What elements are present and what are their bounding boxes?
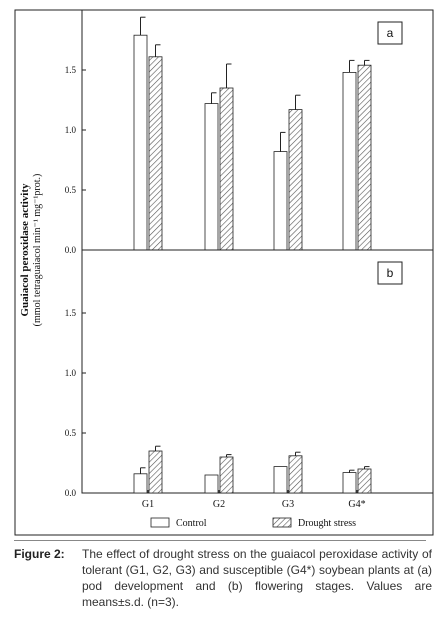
panel-a-y-ticks: 0.0 0.5 1.0 1.5: [65, 65, 86, 255]
legend-swatch-control: [150, 517, 170, 528]
bar-control-g2: [204, 103, 219, 251]
x-category-label: G1: [142, 499, 154, 510]
panel-a-bars: [133, 16, 372, 251]
bar-control-g4star: [342, 472, 357, 494]
y-axis-label-line1: Guaiacol peroxidase activity: [19, 183, 31, 317]
bar-drought-g1: [148, 450, 163, 494]
bar-drought-g1: [148, 56, 163, 251]
legend-swatch-drought: [272, 517, 292, 528]
panel-b-label-box: [377, 261, 403, 285]
panel-b-bars: [133, 445, 372, 494]
bar-drought-g4star: [357, 64, 372, 251]
y-tick-label: 1.5: [65, 308, 77, 318]
x-category-label: G2: [213, 499, 225, 510]
caption-label: Figure 2:: [14, 547, 65, 561]
y-tick-label: 1.0: [65, 125, 77, 135]
bar-drought-g3: [288, 455, 303, 494]
bar-control-g3: [273, 151, 288, 251]
bar-drought-g4star: [357, 468, 372, 494]
bar-drought-g2: [219, 87, 234, 251]
y-tick-label: 0.0: [65, 245, 77, 255]
y-tick-label: 1.5: [65, 65, 77, 75]
bar-control-g2: [204, 474, 219, 494]
panel-b-category-labels: G1 G2 G3 G4*: [142, 490, 366, 510]
legend-label-control: Control: [176, 518, 207, 529]
y-tick-label: 0.0: [65, 488, 77, 498]
panel-a: a 0.0 0.5 1.0 1.5: [65, 9, 434, 255]
legend: Control Drought stress: [150, 517, 356, 529]
y-tick-label: 1.0: [65, 368, 77, 378]
panel-b-label: b: [387, 266, 394, 280]
panel-a-label-box: [377, 21, 403, 45]
bar-drought-g3: [288, 109, 303, 251]
caption-separator: [14, 540, 426, 541]
x-category-label: G3: [282, 499, 294, 510]
y-tick-label: 0.5: [65, 428, 77, 438]
panel-a-label: a: [387, 26, 394, 40]
y-tick-label: 0.5: [65, 185, 77, 195]
bar-control-g1: [133, 473, 148, 494]
y-axis-label-line2: (mmol tetraguaiacol min⁻¹ mg⁻¹prot.): [32, 174, 43, 327]
panel-b-frame: [81, 249, 434, 494]
y-axis-label: Guaiacol peroxidase activity (mmol tetra…: [19, 174, 43, 327]
legend-label-drought: Drought stress: [298, 518, 356, 529]
panel-b: b 0.0 0.5 1.0 1.5 G1 G2 G3 G4*: [65, 249, 434, 510]
x-category-label: G4*: [348, 499, 365, 510]
panel-b-y-ticks: 0.0 0.5 1.0 1.5: [65, 308, 86, 498]
bar-control-g1: [133, 34, 148, 251]
bar-control-g3: [273, 466, 288, 494]
caption-text: The effect of drought stress on the guai…: [82, 547, 432, 609]
bar-control-g4star: [342, 72, 357, 251]
bar-drought-g2: [219, 456, 234, 494]
